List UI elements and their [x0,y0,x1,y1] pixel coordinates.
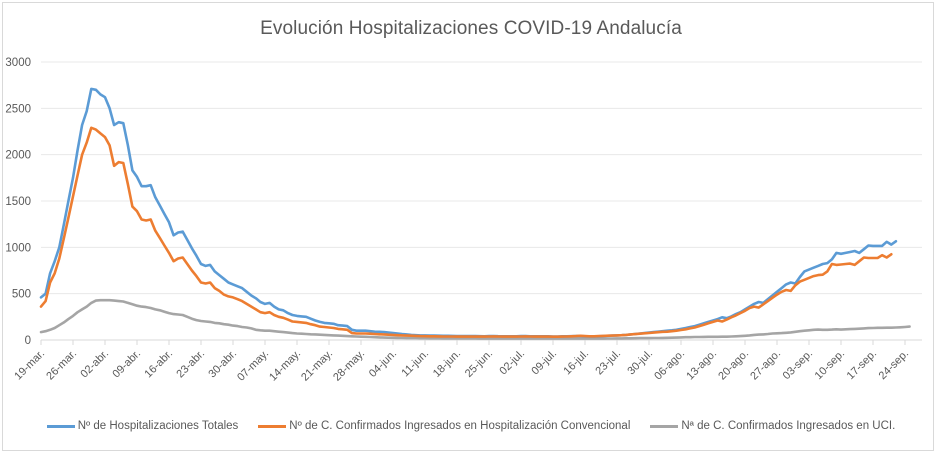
chart-title: Evolución Hospitalizaciones COVID-19 And… [260,18,682,39]
x-tick-label: 21-may. [299,348,335,384]
legend-item-uci[interactable]: Nª de C. Confirmados Ingresados en UCI. [650,420,895,432]
x-tick-label: 18-jun. [431,348,463,380]
x-tick-label: 28-may. [331,348,367,384]
y-tick-label: 2000 [5,150,31,162]
legend-label: Nº de Hospitalizaciones Totales [77,420,239,432]
x-tick-label: 04-jun. [367,348,399,380]
x-tick-label: 11-jun. [399,348,431,380]
legend-item-convencional[interactable]: Nº de C. Confirmados Ingresados en Hospi… [258,420,630,432]
y-tick-label: 1000 [5,242,31,254]
x-tick-label: 25-jun. [463,348,495,380]
series-line-1 [39,126,893,339]
legend: Nº de Hospitalizaciones Totales Nº de C.… [0,420,942,432]
x-tick-label: 16-abr. [142,348,175,381]
x-tick-label: 23-abr. [174,348,207,381]
legend-item-totales[interactable]: Nº de Hospitalizaciones Totales [46,420,239,432]
x-tick-label: 10-sep. [813,348,847,382]
x-tick-label: 16-jul. [561,348,591,378]
x-tick-label: 02-jul. [497,348,527,378]
x-tick-label: 07-may. [235,348,271,384]
legend-swatch-orange [258,424,287,428]
x-tick-label: 27-ago. [748,348,783,383]
x-tick-label: 14-may. [267,348,303,384]
gridlines [41,61,922,341]
series-line-2 [39,298,911,340]
x-tick-label: 19-mar. [12,348,47,383]
x-tick-label: 03-sep. [781,348,815,382]
y-axis: 0 500 1000 1500 2000 2500 3000 [5,57,31,347]
legend-label: Nª de C. Confirmados Ingresados en UCI. [681,420,896,432]
series-line-0 [39,87,898,338]
x-tick-label: 20-ago. [716,348,751,383]
chart-frame [2,2,934,451]
x-tick-label: 17-sep. [845,348,879,382]
y-tick-label: 3000 [5,57,31,69]
x-tick-label: 09-abr. [110,348,143,381]
x-tick-label: 23-jul. [593,348,623,378]
x-tick-label: 06-ago. [652,348,687,383]
y-tick-label: 1500 [5,196,31,208]
y-tick-label: 2500 [5,103,31,115]
y-tick-label: 500 [12,289,31,301]
x-axis: 19-mar.26-mar. 02-abr. 09-abr. 16-abr. 23-ab… [12,340,911,384]
x-tick-label: 24-sep. [877,348,911,382]
x-tick-label: 13-ago. [684,348,719,383]
x-tick-label: 02-abr. [78,348,111,381]
x-tick-label: 30-jul. [625,348,655,378]
x-tick-label: 26-mar. [44,348,79,383]
x-tick-label: 09-jul. [529,348,559,378]
legend-swatch-gray [650,424,679,428]
legend-swatch-blue [46,424,75,428]
y-tick-label: 0 [25,335,31,347]
series-lines [39,87,911,340]
legend-label: Nº de C. Confirmados Ingresados en Hospi… [289,420,631,432]
